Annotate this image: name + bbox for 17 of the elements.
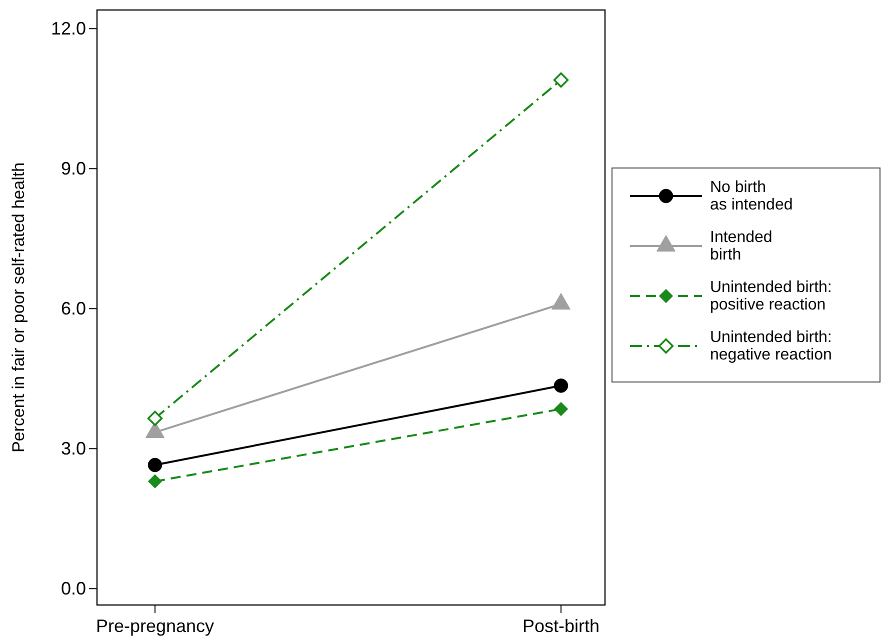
y-tick-label: 0.0 [60,578,86,598]
y-axis-title: Percent in fair or poor self-rated health [9,162,28,453]
point [554,378,568,393]
legend-label: No birth as intended [710,179,793,214]
point [148,458,162,472]
x-tick-label: Pre-pregnancy [96,616,214,636]
legend-label: Unintended birth: positive reaction [710,279,832,314]
y-tick-label: 12.0 [50,18,86,38]
point [553,72,569,88]
y-tick-label: 6.0 [60,298,86,318]
x-tick-label: Post-birth [522,616,600,636]
legend-label: Unintended birth: negative reaction [710,329,832,364]
point [148,474,162,488]
y-tick-label: 3.0 [60,438,86,458]
legend-label: Intended birth [710,229,772,264]
point [554,402,568,416]
y-tick-label: 9.0 [60,158,86,178]
